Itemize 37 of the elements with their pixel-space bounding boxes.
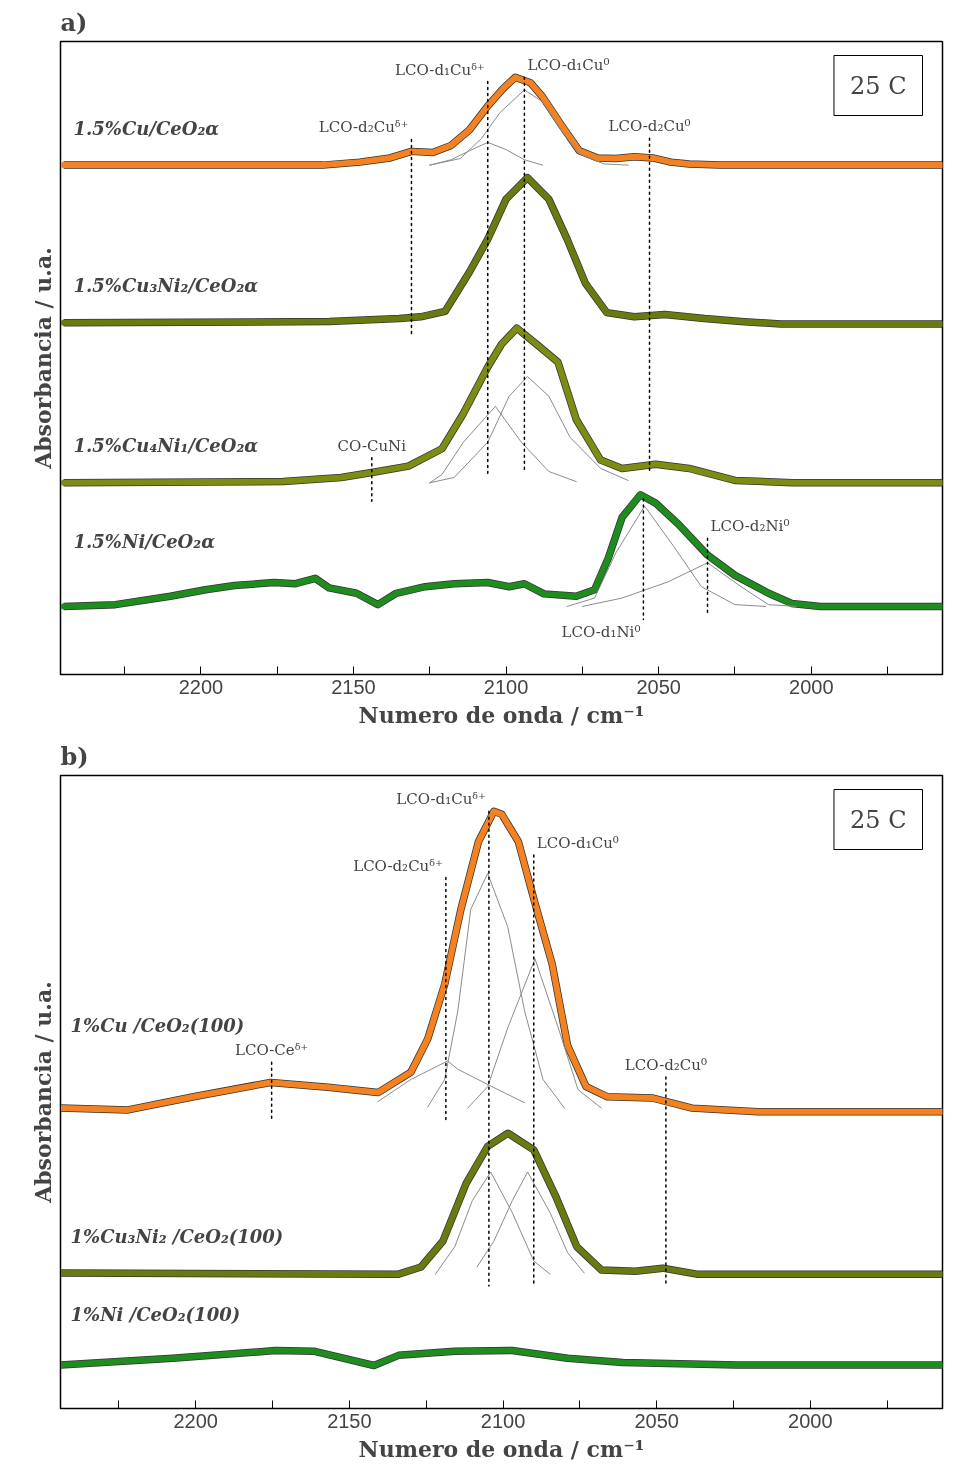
x-tick-label: 2200 (178, 675, 224, 698)
annotation: LCO-d₂Cuᵟ⁺ (318, 118, 409, 137)
annotation: LCO-d₁Cu⁰ (527, 56, 610, 75)
annotation: 25 C (849, 71, 907, 100)
x-tick-label: 2100 (480, 1409, 526, 1432)
x-tick-label: 2050 (636, 675, 681, 698)
chart-title: b) (60, 741, 89, 771)
series-label: 1.5%Cu₃Ni₂/CeO₂α (73, 274, 259, 296)
y-axis-title: Absorbancia / u.a. (29, 247, 56, 470)
x-tick-label: 2150 (327, 1409, 372, 1432)
y-axis-title: Absorbancia / u.a. (29, 981, 56, 1204)
annotation: LCO-d₁Ni⁰ (561, 622, 641, 641)
annotation: LCO-Ceᵟ⁺ (234, 1041, 309, 1060)
annotation: LCO-d₁Cuᵟ⁺ (395, 60, 485, 79)
series-label: 1%Cu₃Ni₂ /CeO₂(100) (70, 1225, 284, 1247)
annotation: LCO-d₂Cu⁰ (624, 1056, 707, 1075)
annotation: LCO-d₁Cu⁰ (536, 833, 619, 852)
annotation: CO-CuNi (337, 436, 407, 455)
chart-title: a) (60, 7, 88, 37)
x-tick-label: 2150 (331, 675, 376, 698)
annotation: LCO-d₂Ni⁰ (710, 517, 790, 536)
annotation: 25 C (849, 805, 907, 834)
x-axis-title: Numero de onda / cm⁻¹ (358, 701, 645, 728)
x-tick-label: 2200 (173, 1409, 218, 1432)
x-tick-label: 2050 (634, 1409, 679, 1432)
text: 1%Cu /CeO₂(100) (70, 1015, 245, 1037)
annotation: LCO-d₂Cuᵟ⁺ (353, 856, 443, 875)
x-axis-title: Numero de onda / cm⁻¹ (358, 1435, 645, 1462)
annotation: LCO-d₂Cu⁰ (608, 117, 691, 136)
x-tick-label: 2000 (789, 675, 834, 698)
series-label: 1.5%Cu/CeO₂α (73, 118, 220, 140)
x-tick-label: 2000 (788, 1409, 833, 1432)
x-tick-label: 2100 (483, 675, 529, 698)
series-label: 1%Ni /CeO₂(100) (70, 1303, 241, 1325)
annotation: LCO-d₁Cuᵟ⁺ (396, 790, 486, 809)
series-label: 1.5%Cu₄Ni₁/CeO₂α (73, 434, 259, 456)
series-label: 1.5%Ni/CeO₂α (73, 531, 216, 553)
